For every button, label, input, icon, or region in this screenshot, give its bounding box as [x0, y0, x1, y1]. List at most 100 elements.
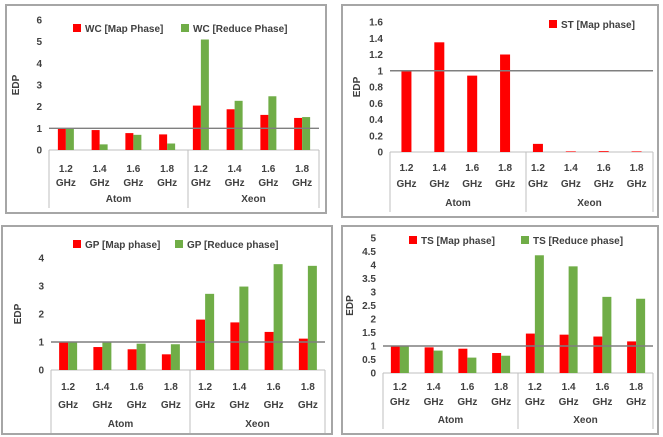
y-tick-label: 3.5	[362, 274, 376, 285]
y-tick-label: 0	[370, 369, 376, 380]
x-tick-label: GHz	[424, 397, 444, 408]
legend-swatch	[73, 240, 81, 248]
bar-reduce	[302, 117, 311, 150]
bar-map	[196, 319, 206, 370]
y-tick-label: 3	[370, 288, 376, 299]
x-tick-label: GHz	[495, 179, 515, 190]
y-tick-label: 0	[36, 146, 42, 157]
x-tick-label: GHz	[123, 178, 143, 189]
x-tick-label: 1.6	[597, 163, 611, 174]
bar-reduce	[65, 128, 74, 150]
bar-reduce	[234, 100, 243, 150]
bar-reduce	[602, 296, 612, 373]
y-axis-label: EDP	[13, 303, 24, 324]
bar-map	[598, 151, 609, 152]
bar-map	[127, 349, 137, 370]
x-tick-label: GHz	[258, 178, 278, 189]
x-tick-label: 1.8	[630, 163, 644, 174]
legend-label: TS [Map phase]	[421, 236, 495, 247]
x-tick-label: GHz	[491, 397, 511, 408]
y-tick-label: 2	[36, 102, 42, 113]
group-label: Xeon	[241, 194, 265, 205]
bar-map	[260, 114, 269, 150]
legend-swatch	[549, 20, 557, 28]
x-tick-label: GHz	[157, 178, 177, 189]
x-tick-label: GHz	[390, 397, 410, 408]
legend-swatch	[521, 236, 529, 244]
x-tick-label: GHz	[525, 397, 545, 408]
legend-label: ST [Map phase]	[561, 20, 635, 31]
x-tick-label: GHz	[298, 400, 318, 411]
x-tick-label: GHz	[592, 397, 612, 408]
x-tick-label: 1.2	[61, 382, 75, 393]
group-label: Xeon	[573, 415, 597, 426]
x-tick-label: GHz	[58, 400, 78, 411]
x-tick-label: 1.6	[261, 164, 275, 175]
y-tick-label: 1.4	[369, 34, 383, 45]
y-tick-label: 1	[38, 338, 44, 349]
legend-label: TS [Reduce phase]	[533, 236, 623, 247]
y-tick-label: 0.5	[362, 355, 376, 366]
legend-label: WC [Map Phase]	[85, 24, 163, 35]
x-tick-label: GHz	[127, 400, 147, 411]
bar-map	[458, 348, 468, 373]
bar-reduce	[205, 293, 215, 370]
x-tick-label: 1.4	[93, 164, 107, 175]
x-tick-label: GHz	[229, 400, 249, 411]
legend-label: GP [Map phase]	[85, 240, 160, 251]
group-label: Xeon	[245, 419, 269, 430]
x-tick-label: GHz	[191, 178, 211, 189]
y-tick-label: 0.2	[369, 131, 383, 142]
x-tick-label: GHz	[462, 179, 482, 190]
chart-gp: 0 1 2 3 4 EDP 1.2 GHz 1.4 GHz 1.6 GHz 1.8 GHz 1.2 GHz 1.…	[13, 240, 326, 433]
y-axis-label: EDP	[345, 295, 356, 316]
y-tick-label: 1.2	[369, 50, 383, 61]
bar-map	[264, 331, 274, 370]
x-tick-label: 1.2	[528, 382, 542, 393]
x-tick-label: 1.6	[595, 382, 609, 393]
bar-map	[492, 353, 502, 373]
bar-map	[467, 75, 478, 152]
legend-label: GP [Reduce phase]	[187, 240, 279, 251]
chart-panel-wc: 0 1 2 3 4 5 6 EDP 1.2 GHz 1.4 GHz 1.6 GHz 1.8 GHz 1.2 GHz…	[5, 4, 327, 214]
bar-reduce	[501, 355, 511, 373]
y-tick-label: 3	[36, 81, 42, 92]
x-tick-label: 1.8	[164, 382, 178, 393]
x-tick-label: 1.4	[432, 163, 446, 174]
x-tick-label: 1.4	[232, 382, 246, 393]
x-tick-label: GHz	[561, 179, 581, 190]
x-tick-label: 1.2	[194, 164, 208, 175]
bar-map	[159, 134, 168, 150]
bar-map	[434, 42, 445, 152]
bar-map	[161, 354, 171, 370]
chart-panel-ts: 0 0.5 1 1.5 2 2.5 3 3.5 4 4.5 5 EDP 1.2 GHz 1.4 GHz 1.6 G…	[341, 225, 659, 435]
bar-map	[390, 346, 400, 373]
y-tick-label: 3	[38, 282, 44, 293]
x-tick-label: GHz	[457, 397, 477, 408]
bar-map	[565, 151, 576, 152]
x-tick-label: 1.2	[393, 382, 407, 393]
y-tick-label: 1	[370, 342, 376, 353]
x-tick-label: GHz	[528, 179, 548, 190]
group-label: Atom	[108, 419, 134, 430]
bar-reduce	[534, 255, 544, 373]
bar-map	[230, 322, 240, 370]
bar-map	[125, 133, 134, 150]
bar-reduce	[467, 357, 477, 373]
x-tick-label: 1.8	[295, 164, 309, 175]
y-tick-label: 5	[370, 234, 376, 245]
x-tick-label: 1.6	[130, 382, 144, 393]
bar-map	[59, 342, 69, 370]
x-tick-label: GHz	[195, 400, 215, 411]
bar-reduce	[273, 264, 283, 370]
bar-map	[525, 333, 535, 373]
x-tick-label: GHz	[559, 397, 579, 408]
bar-map	[500, 54, 511, 152]
chart-st: 0 0.2 0.4 0.6 0.8 1 1.2 1.4 1.6 EDP 1.2 GHz 1.4 GHz 1.…	[352, 18, 654, 212]
group-label: Xeon	[577, 198, 601, 209]
legend-swatch	[175, 240, 183, 248]
x-tick-label: 1.4	[427, 382, 441, 393]
x-tick-label: 1.8	[629, 382, 643, 393]
y-tick-label: 0	[377, 148, 383, 159]
legend-swatch	[181, 24, 189, 32]
